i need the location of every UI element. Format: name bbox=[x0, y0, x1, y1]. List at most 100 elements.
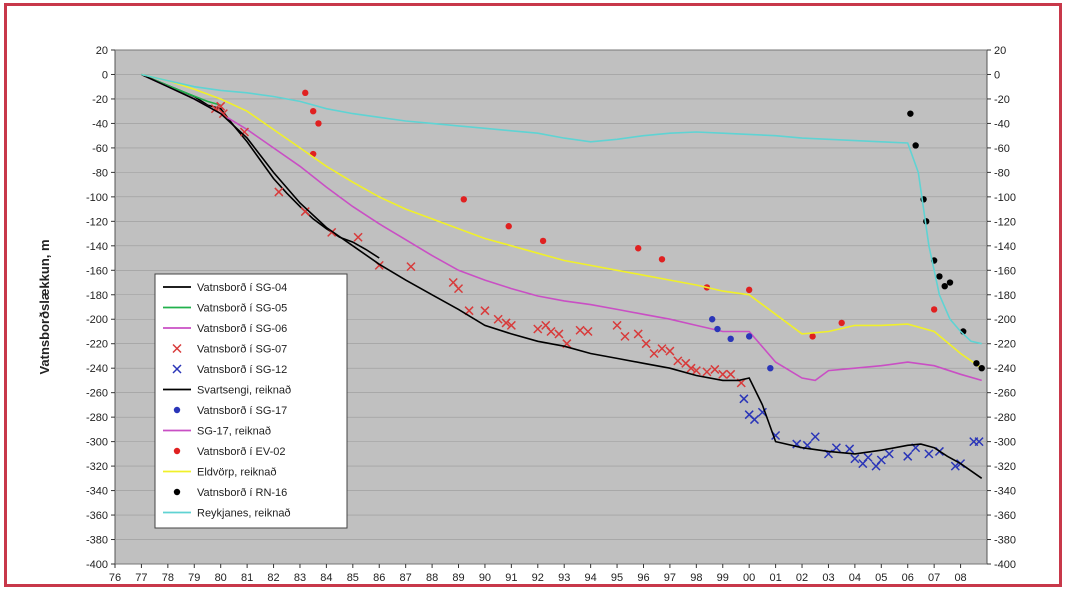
y-tick-label: -280 bbox=[86, 412, 108, 424]
x-tick-label: 04 bbox=[849, 572, 861, 584]
y-tick-label: -40 bbox=[994, 118, 1010, 130]
y-axis-right: 20 0 -20 -40 -60 -80 -100 -120 -140 -160 -180 -200 -… bbox=[987, 45, 1016, 571]
y-tick-label: -320 bbox=[994, 461, 1016, 473]
legend-item: Svartsengi, reiknað bbox=[163, 385, 291, 397]
y-tick-label: -320 bbox=[86, 461, 108, 473]
data-point-x bbox=[749, 415, 759, 425]
legend-dot-swatch bbox=[173, 447, 181, 455]
data-point-x bbox=[884, 449, 894, 459]
y-tick-label: -160 bbox=[86, 265, 108, 277]
data-point-x bbox=[673, 356, 683, 366]
y-tick-label: -300 bbox=[994, 437, 1016, 449]
y-tick-label: -340 bbox=[86, 486, 108, 498]
y-tick-label: -260 bbox=[86, 388, 108, 400]
y-tick-label: -340 bbox=[994, 486, 1016, 498]
x-tick-label: 06 bbox=[902, 572, 914, 584]
x-tick-label: 03 bbox=[822, 572, 834, 584]
data-point bbox=[941, 282, 948, 290]
data-point bbox=[978, 364, 985, 372]
series-line bbox=[141, 73, 982, 345]
data-point-x bbox=[691, 366, 701, 376]
legend-item: Vatnsborð í SG-07 bbox=[172, 344, 287, 356]
legend-x-swatch bbox=[172, 364, 182, 374]
data-point-x bbox=[757, 407, 767, 417]
y-tick-label: 20 bbox=[994, 45, 1006, 57]
data-point bbox=[309, 107, 317, 115]
y-tick-label: -120 bbox=[994, 216, 1016, 228]
x-tick-label: 93 bbox=[558, 572, 570, 584]
data-point-x bbox=[649, 348, 659, 359]
data-point-x bbox=[876, 455, 886, 465]
data-point-x bbox=[739, 394, 749, 404]
y-tick-label: 20 bbox=[96, 45, 108, 57]
x-tick-label: 90 bbox=[479, 572, 491, 584]
data-point-x bbox=[718, 369, 728, 379]
data-point-x bbox=[406, 262, 416, 272]
legend-item: Vatnsborð í RN-16 bbox=[173, 487, 287, 499]
data-point-x bbox=[501, 318, 511, 328]
y-axis-label: Vatnsborðslækkun, m bbox=[37, 239, 52, 374]
data-point bbox=[658, 256, 666, 263]
data-point-x bbox=[480, 306, 490, 316]
x-tick-label: 97 bbox=[664, 572, 676, 584]
data-point-x bbox=[353, 232, 363, 242]
data-point-x bbox=[633, 329, 643, 339]
series-layer bbox=[141, 73, 985, 479]
data-point-x bbox=[850, 454, 860, 464]
y-tick-label: -140 bbox=[86, 241, 108, 253]
y-tick-label: -380 bbox=[994, 535, 1016, 547]
data-point bbox=[912, 142, 919, 149]
x-tick-label: 87 bbox=[400, 572, 412, 584]
x-tick-label: 96 bbox=[637, 572, 649, 584]
y-tick-label: -240 bbox=[86, 363, 108, 375]
x-tick-label: 83 bbox=[294, 572, 306, 584]
data-point bbox=[838, 319, 845, 327]
x-tick-label: 00 bbox=[743, 572, 755, 584]
y-tick-label: -40 bbox=[92, 118, 108, 130]
legend-label: Vatnsborð í EV-02 bbox=[197, 446, 285, 458]
y-tick-label: -160 bbox=[994, 265, 1016, 277]
x-tick-label: 01 bbox=[769, 572, 781, 584]
line-chart: 200-20-40-60-80-100-120-140-160-180-200-… bbox=[37, 45, 1016, 584]
x-tick-label: 07 bbox=[928, 572, 940, 584]
data-point bbox=[809, 333, 816, 340]
x-tick-label: 95 bbox=[611, 572, 623, 584]
x-tick-label: 99 bbox=[717, 572, 729, 584]
data-point-x bbox=[274, 187, 284, 197]
legend-item: Vatnsborð í EV-02 bbox=[173, 446, 285, 458]
legend-box bbox=[154, 273, 348, 529]
data-point-x bbox=[845, 444, 855, 454]
legend-item: Vatnsborð í SG-17 bbox=[173, 405, 287, 417]
y-tick-label: -20 bbox=[994, 94, 1010, 106]
x-tick-label: 91 bbox=[505, 572, 517, 584]
data-point-x bbox=[239, 127, 250, 137]
data-point-x bbox=[686, 363, 696, 373]
data-point-x bbox=[702, 367, 712, 377]
x-tick-label: 78 bbox=[162, 572, 174, 584]
legend-label: SG-17, reiknað bbox=[197, 426, 271, 438]
y-tick-label: -120 bbox=[86, 216, 108, 228]
y-tick-label: -20 bbox=[92, 94, 108, 106]
data-point-x bbox=[216, 101, 226, 111]
legend-label: Vatnsborð í SG-05 bbox=[197, 303, 287, 315]
y-tick-label: -140 bbox=[994, 241, 1016, 253]
y-tick-label: -180 bbox=[86, 290, 108, 302]
y-axis-left: 20 0 -20 -40 -60 -80 -100 -120 -140 -160 -180 -200 -… bbox=[86, 45, 115, 571]
data-point bbox=[930, 306, 938, 313]
y-tick-label: -280 bbox=[994, 412, 1016, 424]
x-tick-label: 89 bbox=[452, 572, 464, 584]
legend-label: Vatnsborð í SG-07 bbox=[197, 344, 287, 356]
y-tick-label: -100 bbox=[86, 192, 108, 204]
data-point bbox=[973, 360, 980, 367]
y-tick-label: -380 bbox=[86, 535, 108, 547]
y-tick-label: -260 bbox=[994, 388, 1016, 400]
chart-frame: 20 0 -20 -40 -60 -80 -100 -120 -140 -160 -180 -200-… bbox=[4, 3, 1062, 587]
x-tick-label: 79 bbox=[188, 572, 200, 584]
x-tick-label: 80 bbox=[215, 572, 227, 584]
data-point-x bbox=[863, 452, 873, 463]
y-tick-label: -80 bbox=[92, 167, 108, 179]
legend-label: Vatnsborð í RN-16 bbox=[197, 487, 287, 499]
legend-item: Vatnsborð í SG-06 bbox=[163, 323, 287, 335]
x-tick-label: 94 bbox=[585, 572, 597, 584]
series-line bbox=[141, 73, 983, 479]
